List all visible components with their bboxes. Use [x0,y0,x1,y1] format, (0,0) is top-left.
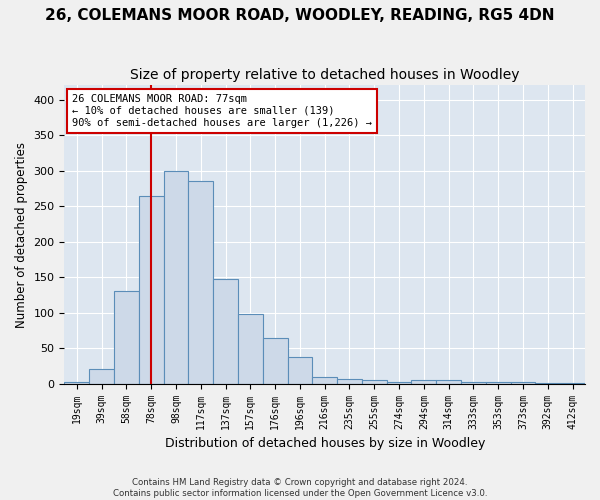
Bar [139,196,164,384]
Bar [114,292,139,384]
Bar [436,380,461,384]
Bar [164,172,188,384]
Bar [89,369,114,384]
Bar [362,380,386,384]
Text: 26, COLEMANS MOOR ROAD, WOODLEY, READING, RG5 4DN: 26, COLEMANS MOOR ROAD, WOODLEY, READING… [45,8,555,22]
Bar [486,382,511,384]
X-axis label: Distribution of detached houses by size in Woodley: Distribution of detached houses by size … [164,437,485,450]
Bar [560,383,585,384]
Bar [511,382,535,384]
Bar [386,382,412,384]
Text: 26 COLEMANS MOOR ROAD: 77sqm
← 10% of detached houses are smaller (139)
90% of s: 26 COLEMANS MOOR ROAD: 77sqm ← 10% of de… [72,94,372,128]
Bar [461,382,486,384]
Title: Size of property relative to detached houses in Woodley: Size of property relative to detached ho… [130,68,520,82]
Bar [313,378,337,384]
Text: Contains HM Land Registry data © Crown copyright and database right 2024.
Contai: Contains HM Land Registry data © Crown c… [113,478,487,498]
Bar [213,280,238,384]
Bar [188,182,213,384]
Bar [287,356,313,384]
Bar [263,338,287,384]
Bar [412,380,436,384]
Bar [64,382,89,384]
Bar [535,383,560,384]
Y-axis label: Number of detached properties: Number of detached properties [15,142,28,328]
Bar [238,314,263,384]
Bar [337,380,362,384]
